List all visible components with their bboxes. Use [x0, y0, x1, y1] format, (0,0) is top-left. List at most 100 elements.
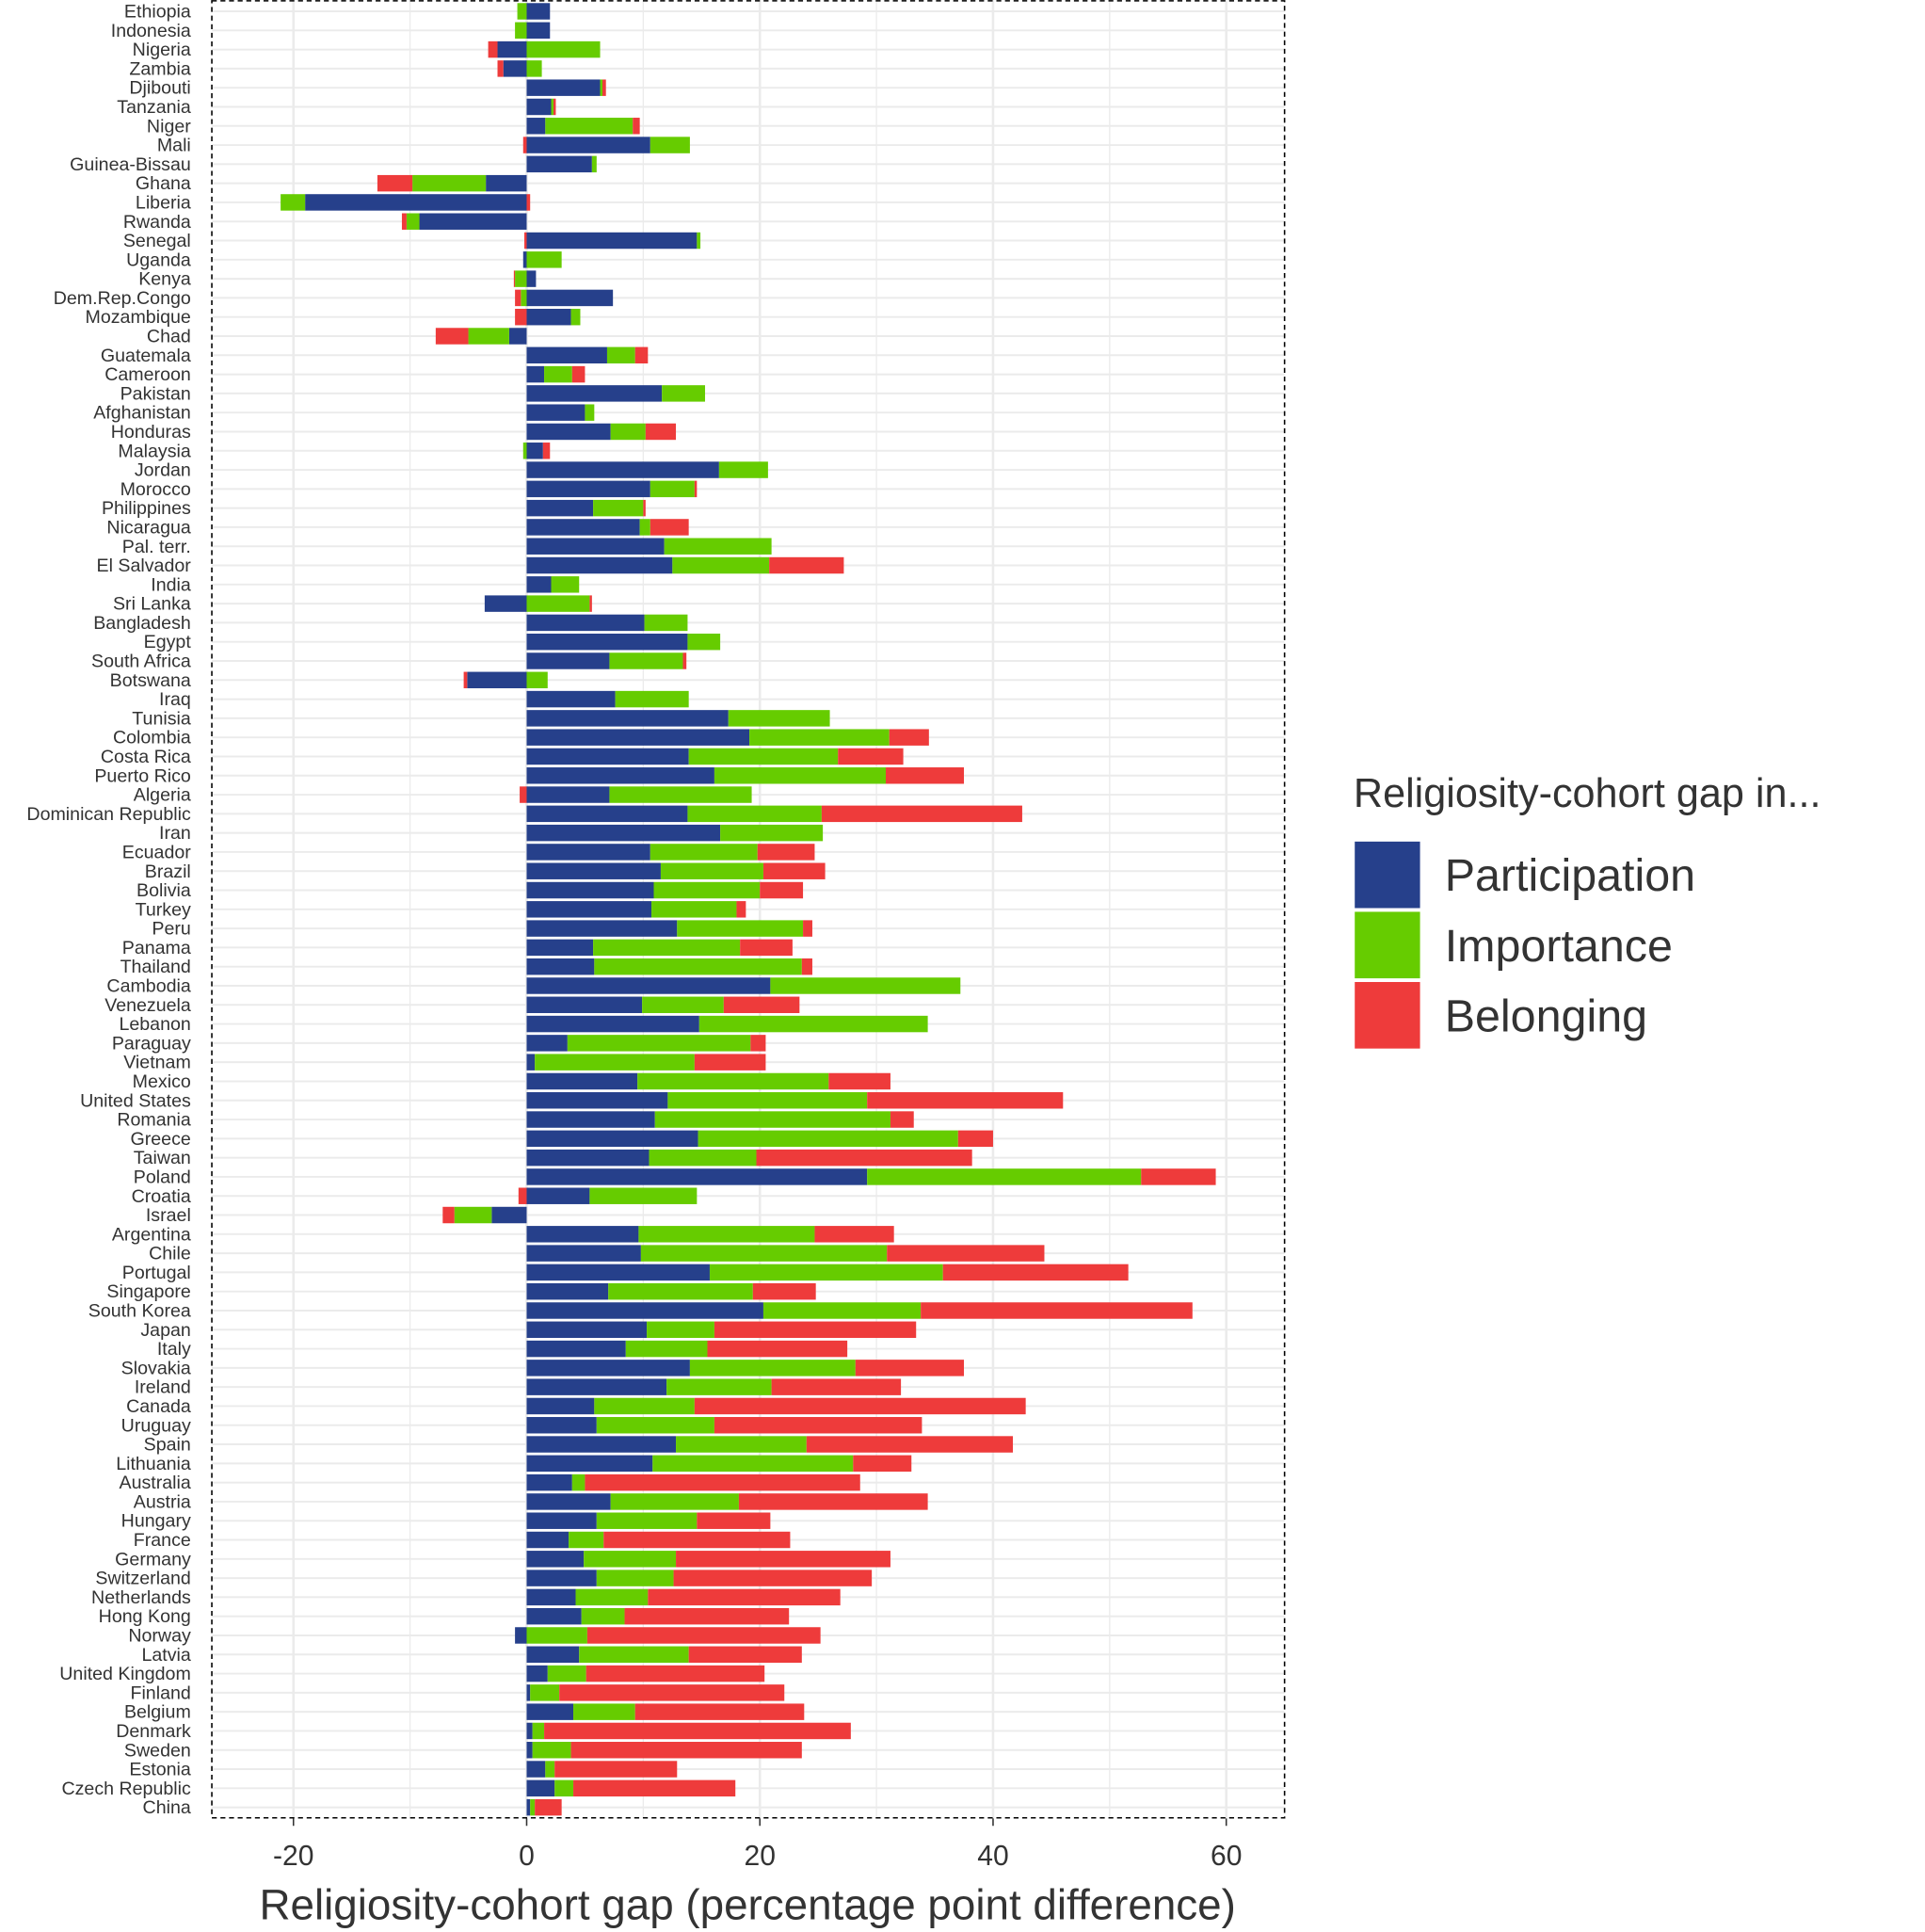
bar-participation	[526, 690, 616, 708]
bar-belonging	[694, 1054, 766, 1071]
bar-importance	[515, 270, 527, 287]
bar-participation	[526, 1054, 536, 1071]
bar-importance	[591, 155, 597, 173]
bar-belonging	[603, 1531, 791, 1549]
bar-participation	[526, 346, 607, 364]
bar-importance	[698, 1130, 958, 1148]
bar-importance	[609, 786, 752, 803]
bar-participation	[526, 633, 688, 651]
bar-participation	[508, 328, 527, 345]
y-tick-label: Sweden	[124, 1740, 191, 1761]
bar-belonging	[760, 881, 804, 899]
y-tick-label: Lebanon	[119, 1014, 190, 1035]
bar-participation	[526, 1360, 690, 1377]
bar-importance	[718, 461, 768, 478]
bar-belonging	[707, 1340, 848, 1358]
bar-importance	[677, 920, 804, 937]
bar-importance	[593, 499, 644, 517]
bar-belonging	[515, 308, 527, 326]
bar-participation	[526, 786, 610, 803]
bar-importance	[660, 862, 763, 879]
bar-belonging	[676, 1551, 890, 1568]
bar-participation	[526, 404, 586, 421]
bar-importance	[770, 977, 961, 994]
bar-belonging	[740, 939, 793, 957]
bar-importance	[594, 1397, 695, 1415]
bar-participation	[526, 556, 673, 574]
bars	[281, 3, 1216, 1816]
y-tick-label: Cameroon	[104, 364, 191, 385]
y-tick-label: Uruguay	[121, 1415, 191, 1436]
bar-importance	[281, 194, 306, 211]
bar-participation	[526, 977, 771, 994]
y-tick-label: Mozambique	[86, 307, 191, 328]
y-tick-label: Algeria	[134, 785, 191, 806]
bar-belonging	[553, 98, 556, 116]
y-tick-label: Italy	[157, 1339, 191, 1360]
bar-importance	[625, 1340, 708, 1358]
y-tick-label: Djibouti	[129, 78, 190, 99]
bar-importance	[650, 137, 690, 153]
bar-belonging	[589, 595, 592, 612]
bar-importance	[575, 1588, 649, 1606]
bar-importance	[589, 1187, 698, 1204]
y-tick-label: Brazil	[145, 861, 191, 882]
bar-participation	[526, 729, 750, 746]
bar-importance	[662, 385, 706, 402]
bar-participation	[526, 767, 714, 784]
bar-participation	[526, 1397, 595, 1415]
y-tick-label: Panama	[122, 938, 191, 958]
y-tick-label: Latvia	[141, 1645, 190, 1666]
bar-importance	[532, 1722, 545, 1740]
y-tick-label: Liberia	[136, 192, 191, 213]
y-tick-label: Nigeria	[133, 40, 191, 60]
bar-belonging	[524, 232, 527, 250]
bar-participation	[497, 40, 527, 58]
bar-belonging	[624, 1607, 790, 1625]
y-tick-label: Chile	[149, 1244, 191, 1264]
y-tick-label: India	[151, 574, 191, 595]
bar-participation	[526, 1703, 574, 1720]
bar-belonging	[571, 365, 586, 383]
bar-importance	[547, 1665, 586, 1682]
y-tick-label: Taiwan	[134, 1148, 191, 1168]
bar-importance	[526, 1627, 587, 1644]
y-tick-label: Malaysia	[118, 441, 190, 461]
y-axis-labels: EthiopiaIndonesiaNigeriaZambiaDjiboutiTa…	[26, 2, 191, 1819]
bar-belonging	[828, 1072, 890, 1090]
bar-importance	[551, 98, 553, 116]
y-tick-label: Argentina	[112, 1224, 191, 1245]
bar-participation	[526, 1130, 698, 1148]
bar-belonging	[1141, 1168, 1216, 1185]
bar-participation	[526, 1455, 653, 1473]
bar-participation	[526, 461, 719, 478]
bar-participation	[526, 270, 537, 287]
bar-importance	[667, 1092, 868, 1109]
bar-belonging	[542, 443, 551, 459]
bar-importance	[652, 1455, 854, 1473]
bar-participation	[526, 3, 551, 20]
y-tick-label: Zambia	[129, 58, 190, 79]
bar-participation	[526, 1570, 597, 1586]
bar-importance	[545, 118, 634, 135]
bar-importance	[714, 767, 887, 784]
x-tick-label: 60	[1211, 1841, 1242, 1872]
y-tick-label: Iran	[159, 823, 191, 844]
y-tick-label: Guatemala	[101, 346, 191, 366]
bar-importance	[697, 232, 701, 250]
y-tick-label: Iraq	[159, 689, 191, 710]
bar-participation	[522, 251, 527, 268]
bar-belonging	[518, 1187, 527, 1204]
y-tick-label: Belgium	[124, 1702, 191, 1723]
bar-participation	[503, 60, 527, 77]
y-tick-label: Tunisia	[132, 708, 191, 729]
bar-participation	[526, 1493, 611, 1510]
bar-importance	[762, 1302, 922, 1319]
bar-importance	[593, 939, 741, 957]
bar-participation	[526, 1436, 677, 1453]
bar-belonging	[801, 958, 812, 975]
bar-importance	[637, 1072, 829, 1090]
y-tick-label: Guinea-Bissau	[70, 154, 191, 175]
bar-participation	[526, 1015, 699, 1033]
bar-importance	[571, 1473, 586, 1491]
